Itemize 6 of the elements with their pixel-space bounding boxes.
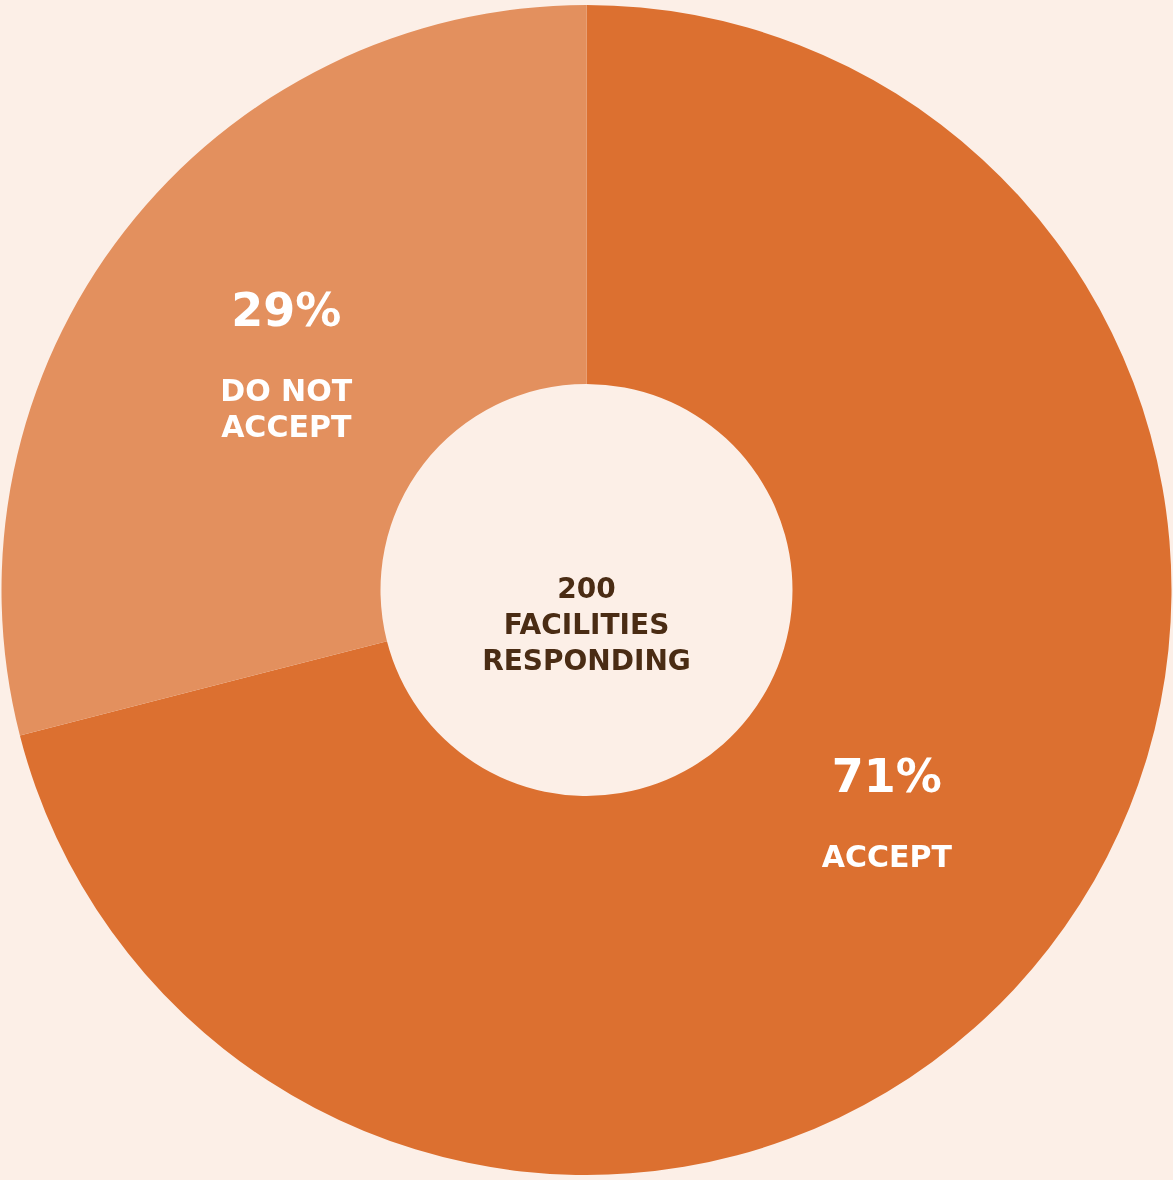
slice-label: ACCEPT [821,838,953,874]
data-label: 71% [831,748,942,803]
slice-label: DO NOT ACCEPT [220,373,353,445]
data-label: 29% [231,283,342,338]
donut-slice [19,5,1171,1175]
text: 200 FACILITIES RESPONDING [482,572,691,677]
